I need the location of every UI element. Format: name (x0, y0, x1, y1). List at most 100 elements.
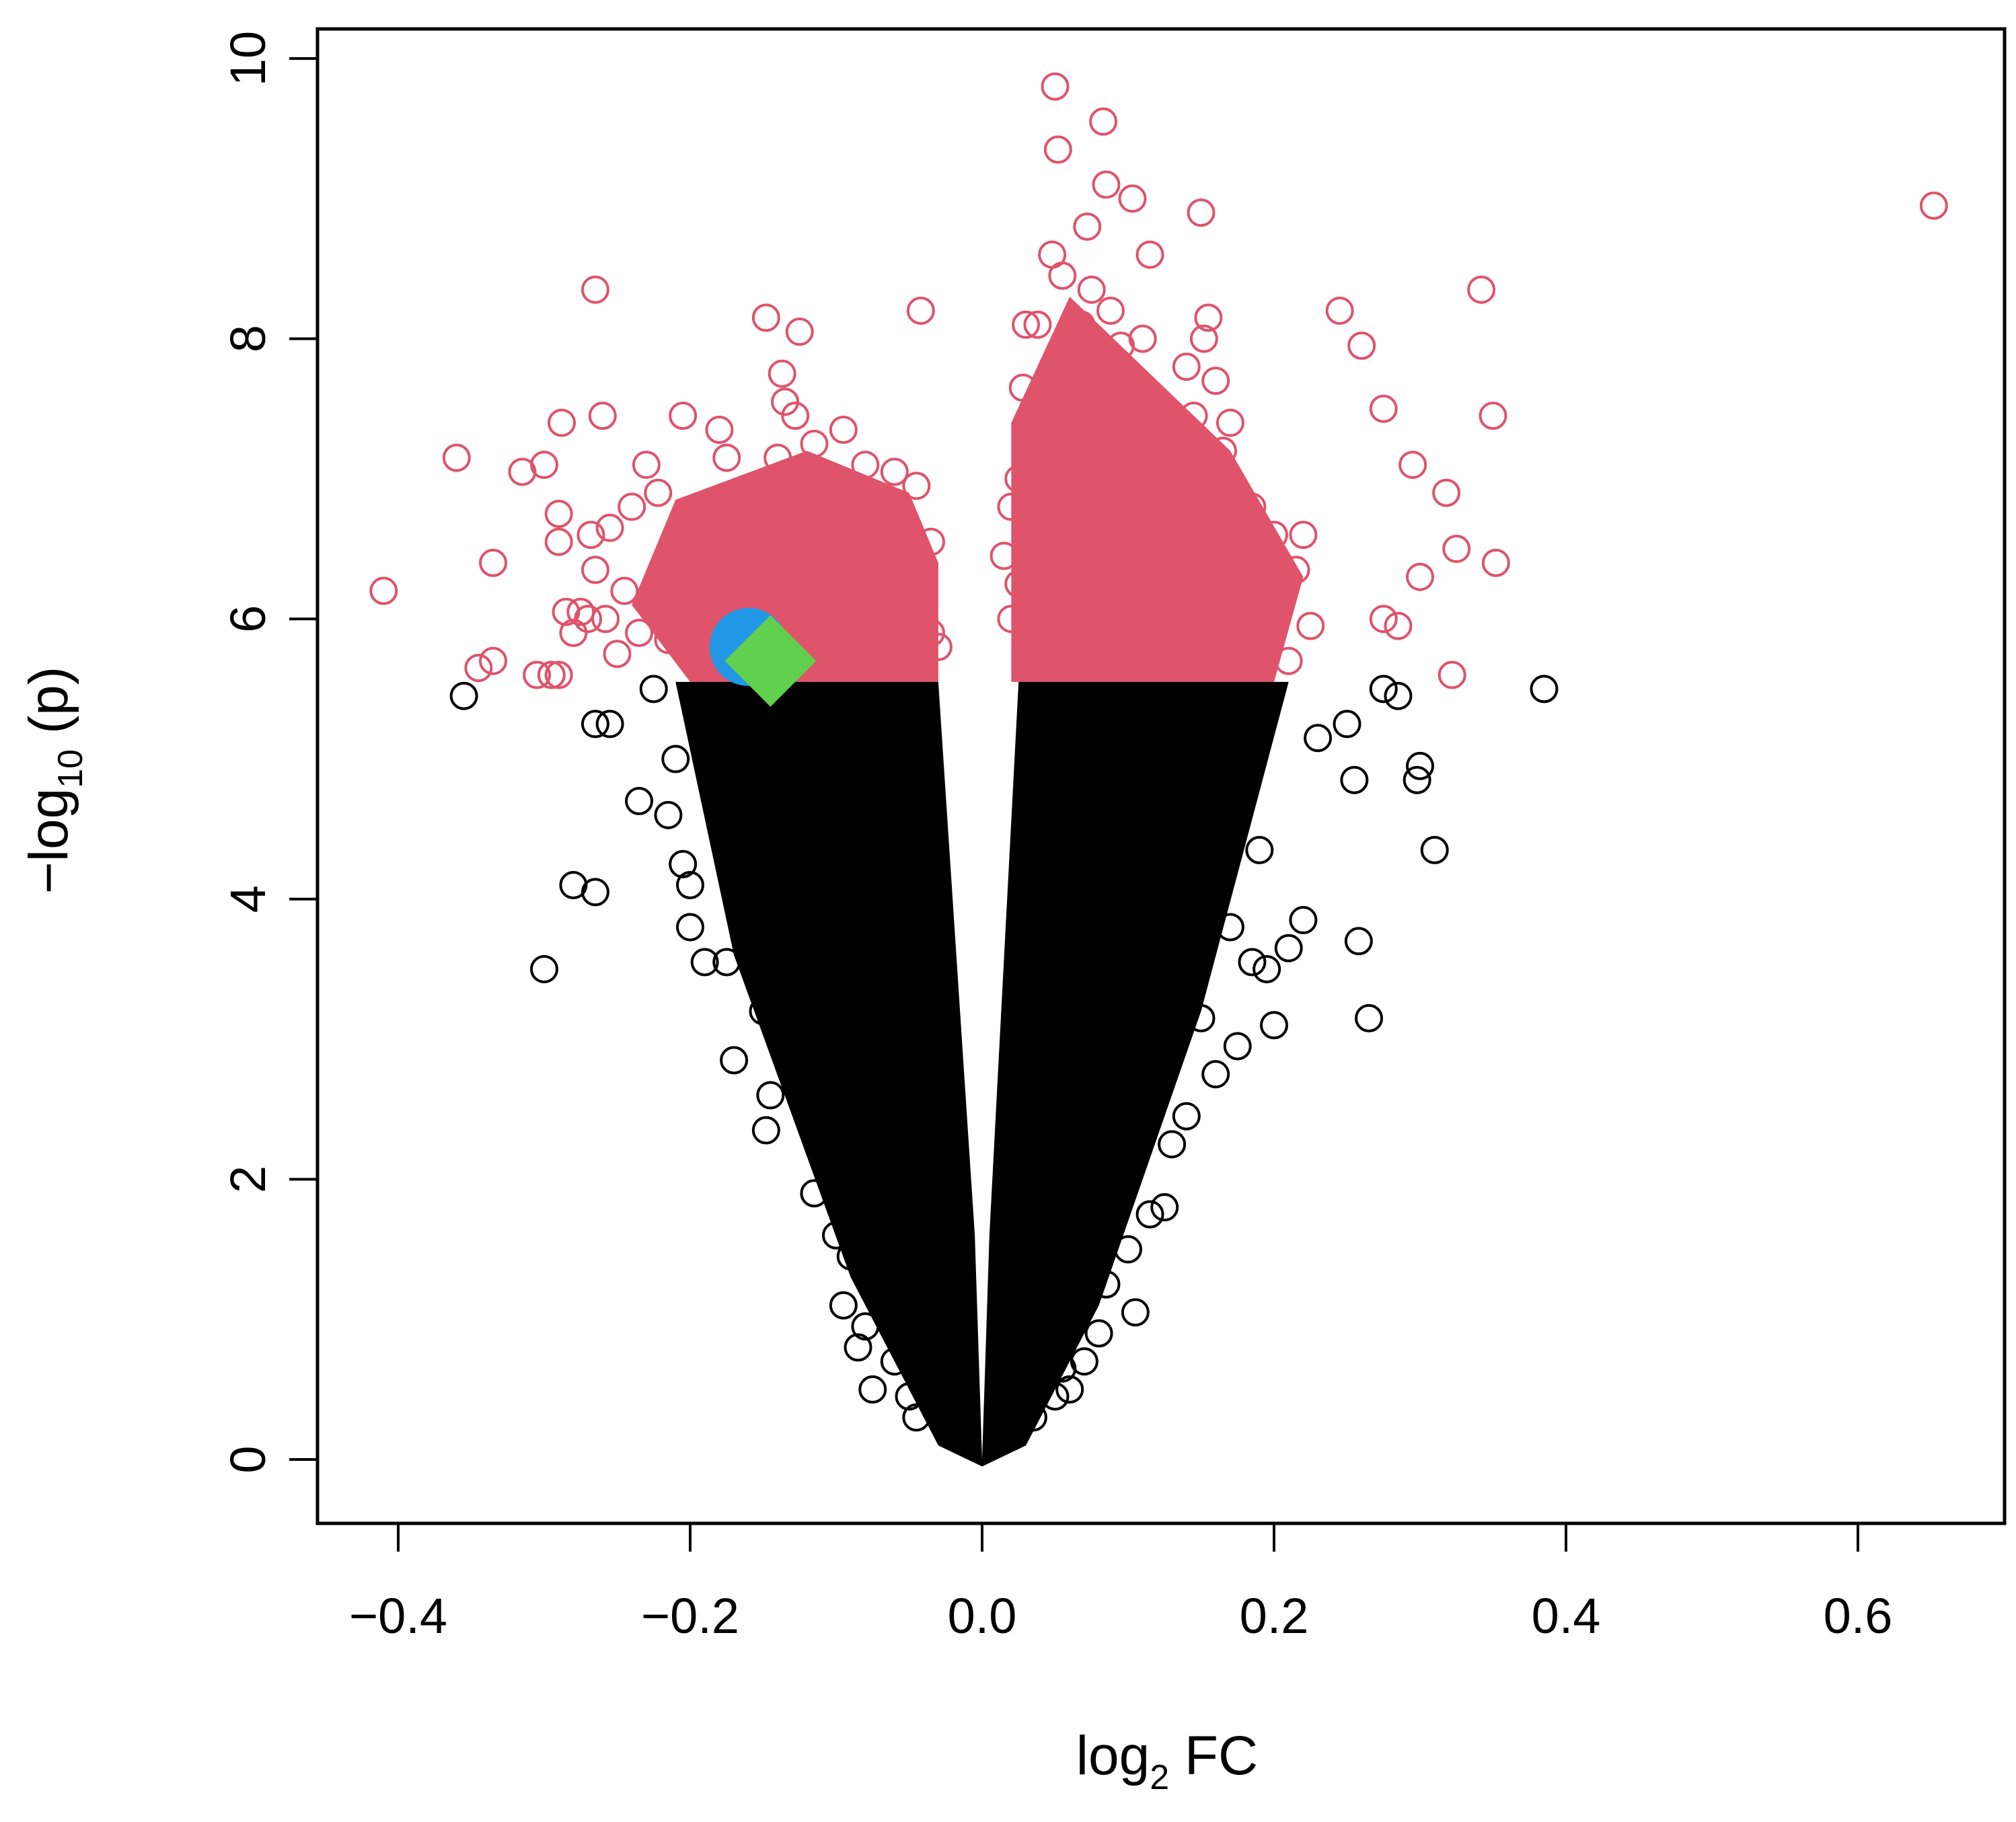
significant-point (785, 317, 814, 346)
highlight-diamond-point (724, 615, 817, 707)
significant-point (576, 521, 605, 549)
significant-point (917, 619, 946, 648)
y-tick-label: 0 (220, 1445, 276, 1473)
nonsignificant-point (858, 1375, 887, 1404)
significant-point (1289, 521, 1318, 549)
significant-point (1084, 402, 1113, 430)
significant-point (1143, 422, 1172, 451)
significant-point (768, 359, 796, 388)
nonsignificant-point (851, 1312, 880, 1341)
significant-point (479, 646, 508, 675)
significant-point (676, 576, 704, 605)
nonsignificant-point (771, 1032, 800, 1061)
significant-point (1018, 521, 1047, 549)
significant-point (530, 451, 558, 480)
significant-point (1033, 556, 1062, 584)
significant-point (1135, 240, 1164, 269)
significant-point (683, 556, 712, 584)
significant-point (1099, 535, 1128, 564)
significant-point (369, 576, 398, 605)
significant-point (1008, 373, 1037, 402)
significant-point (1369, 605, 1398, 634)
nonsignificant-point (639, 675, 668, 704)
significant-point (1070, 521, 1098, 549)
significant-point (442, 443, 471, 472)
nonsignificant-point (880, 1347, 909, 1376)
significant-point (720, 541, 749, 570)
nonsignificant-point (726, 899, 755, 927)
significant-point (792, 611, 821, 640)
significant-point (618, 492, 646, 521)
significant-point (1432, 478, 1461, 507)
significant-point (574, 605, 603, 634)
nonsignificant-point (800, 1179, 829, 1208)
nonsignificant-point (751, 1116, 780, 1145)
significant-point (800, 429, 829, 458)
nonsignificant-point (669, 849, 698, 878)
nonsignificant-point (1172, 1102, 1201, 1131)
significant-point (1012, 506, 1041, 535)
significant-point (807, 506, 836, 535)
significant-point (1073, 212, 1102, 241)
x-tick-label: 0.0 (948, 1588, 1017, 1644)
significant-point (581, 556, 609, 584)
x-axis-title: log2 FC (1076, 1725, 1258, 1797)
nonsignificant-point (676, 870, 704, 899)
significant-point (1055, 408, 1084, 437)
significant-point (844, 646, 872, 675)
nonsignificant-point (1420, 835, 1449, 864)
significant-point (763, 591, 792, 619)
significant-point (610, 576, 639, 605)
significant-point (1201, 619, 1230, 648)
significant-point (822, 576, 850, 605)
significant-point (1055, 632, 1084, 661)
significant-point (851, 556, 880, 584)
significant-point (807, 562, 836, 591)
significant-point (1070, 443, 1098, 472)
nonsignificant-point (895, 1382, 924, 1411)
significant-point (1384, 611, 1413, 640)
significant-point (792, 548, 821, 577)
significant-point (698, 492, 726, 521)
nonsignificant-point (1216, 913, 1244, 942)
nonsignificant-point (844, 1333, 872, 1362)
y-tick-label: 10 (220, 31, 276, 86)
significant-point (632, 451, 661, 480)
nonsignificant-point (661, 745, 690, 773)
significant-point (1274, 646, 1303, 675)
nonsignificant-point (705, 716, 734, 745)
significant-point (1048, 261, 1077, 290)
significant-point (1438, 660, 1466, 689)
significant-point (990, 541, 1018, 570)
nonsignificant-point (1114, 1235, 1142, 1264)
nonsignificant-point (1092, 1270, 1121, 1299)
significant-point (1107, 548, 1135, 577)
nonsignificant-point (712, 948, 741, 977)
significant-point (866, 492, 895, 521)
significant-point (1033, 451, 1062, 480)
significant-point (603, 640, 632, 669)
nonsignificant-point (530, 954, 558, 983)
nonsignificant-point (698, 765, 726, 794)
significant-point (559, 619, 588, 648)
significant-point (1099, 625, 1128, 654)
significant-point (771, 387, 800, 416)
significant-point (1189, 324, 1218, 353)
significant-point (712, 443, 741, 472)
nonsignificant-region (675, 681, 1289, 1467)
significant-point (1121, 380, 1150, 409)
nonsignificant-point (1530, 675, 1559, 704)
nonsignificant-point (763, 969, 792, 997)
nonsignificant-point (654, 800, 683, 829)
significant-point (1143, 527, 1172, 556)
significant-point (1128, 324, 1157, 353)
nonsignificant-point (1245, 835, 1274, 864)
significant-point (858, 632, 887, 661)
significant-point (895, 541, 924, 570)
significant-point (1004, 570, 1033, 599)
significant-point (997, 605, 1026, 634)
significant-point (1063, 535, 1092, 564)
nonsignificant-point (1063, 1298, 1092, 1327)
significant-point (1150, 492, 1179, 521)
